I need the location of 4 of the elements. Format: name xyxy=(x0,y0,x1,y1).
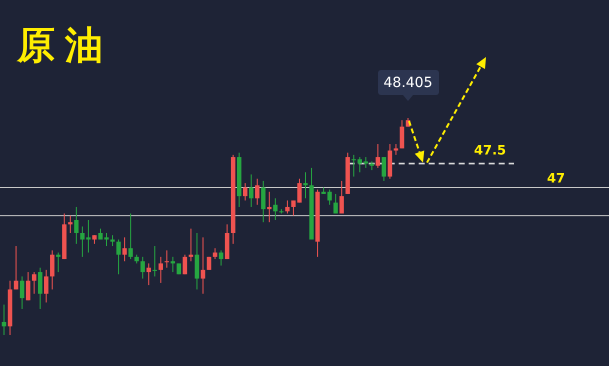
text: 47.5 xyxy=(474,144,506,159)
text: 48.405 xyxy=(384,75,433,91)
chart-title: 原油 xyxy=(16,23,113,67)
text: 47 xyxy=(547,171,566,186)
